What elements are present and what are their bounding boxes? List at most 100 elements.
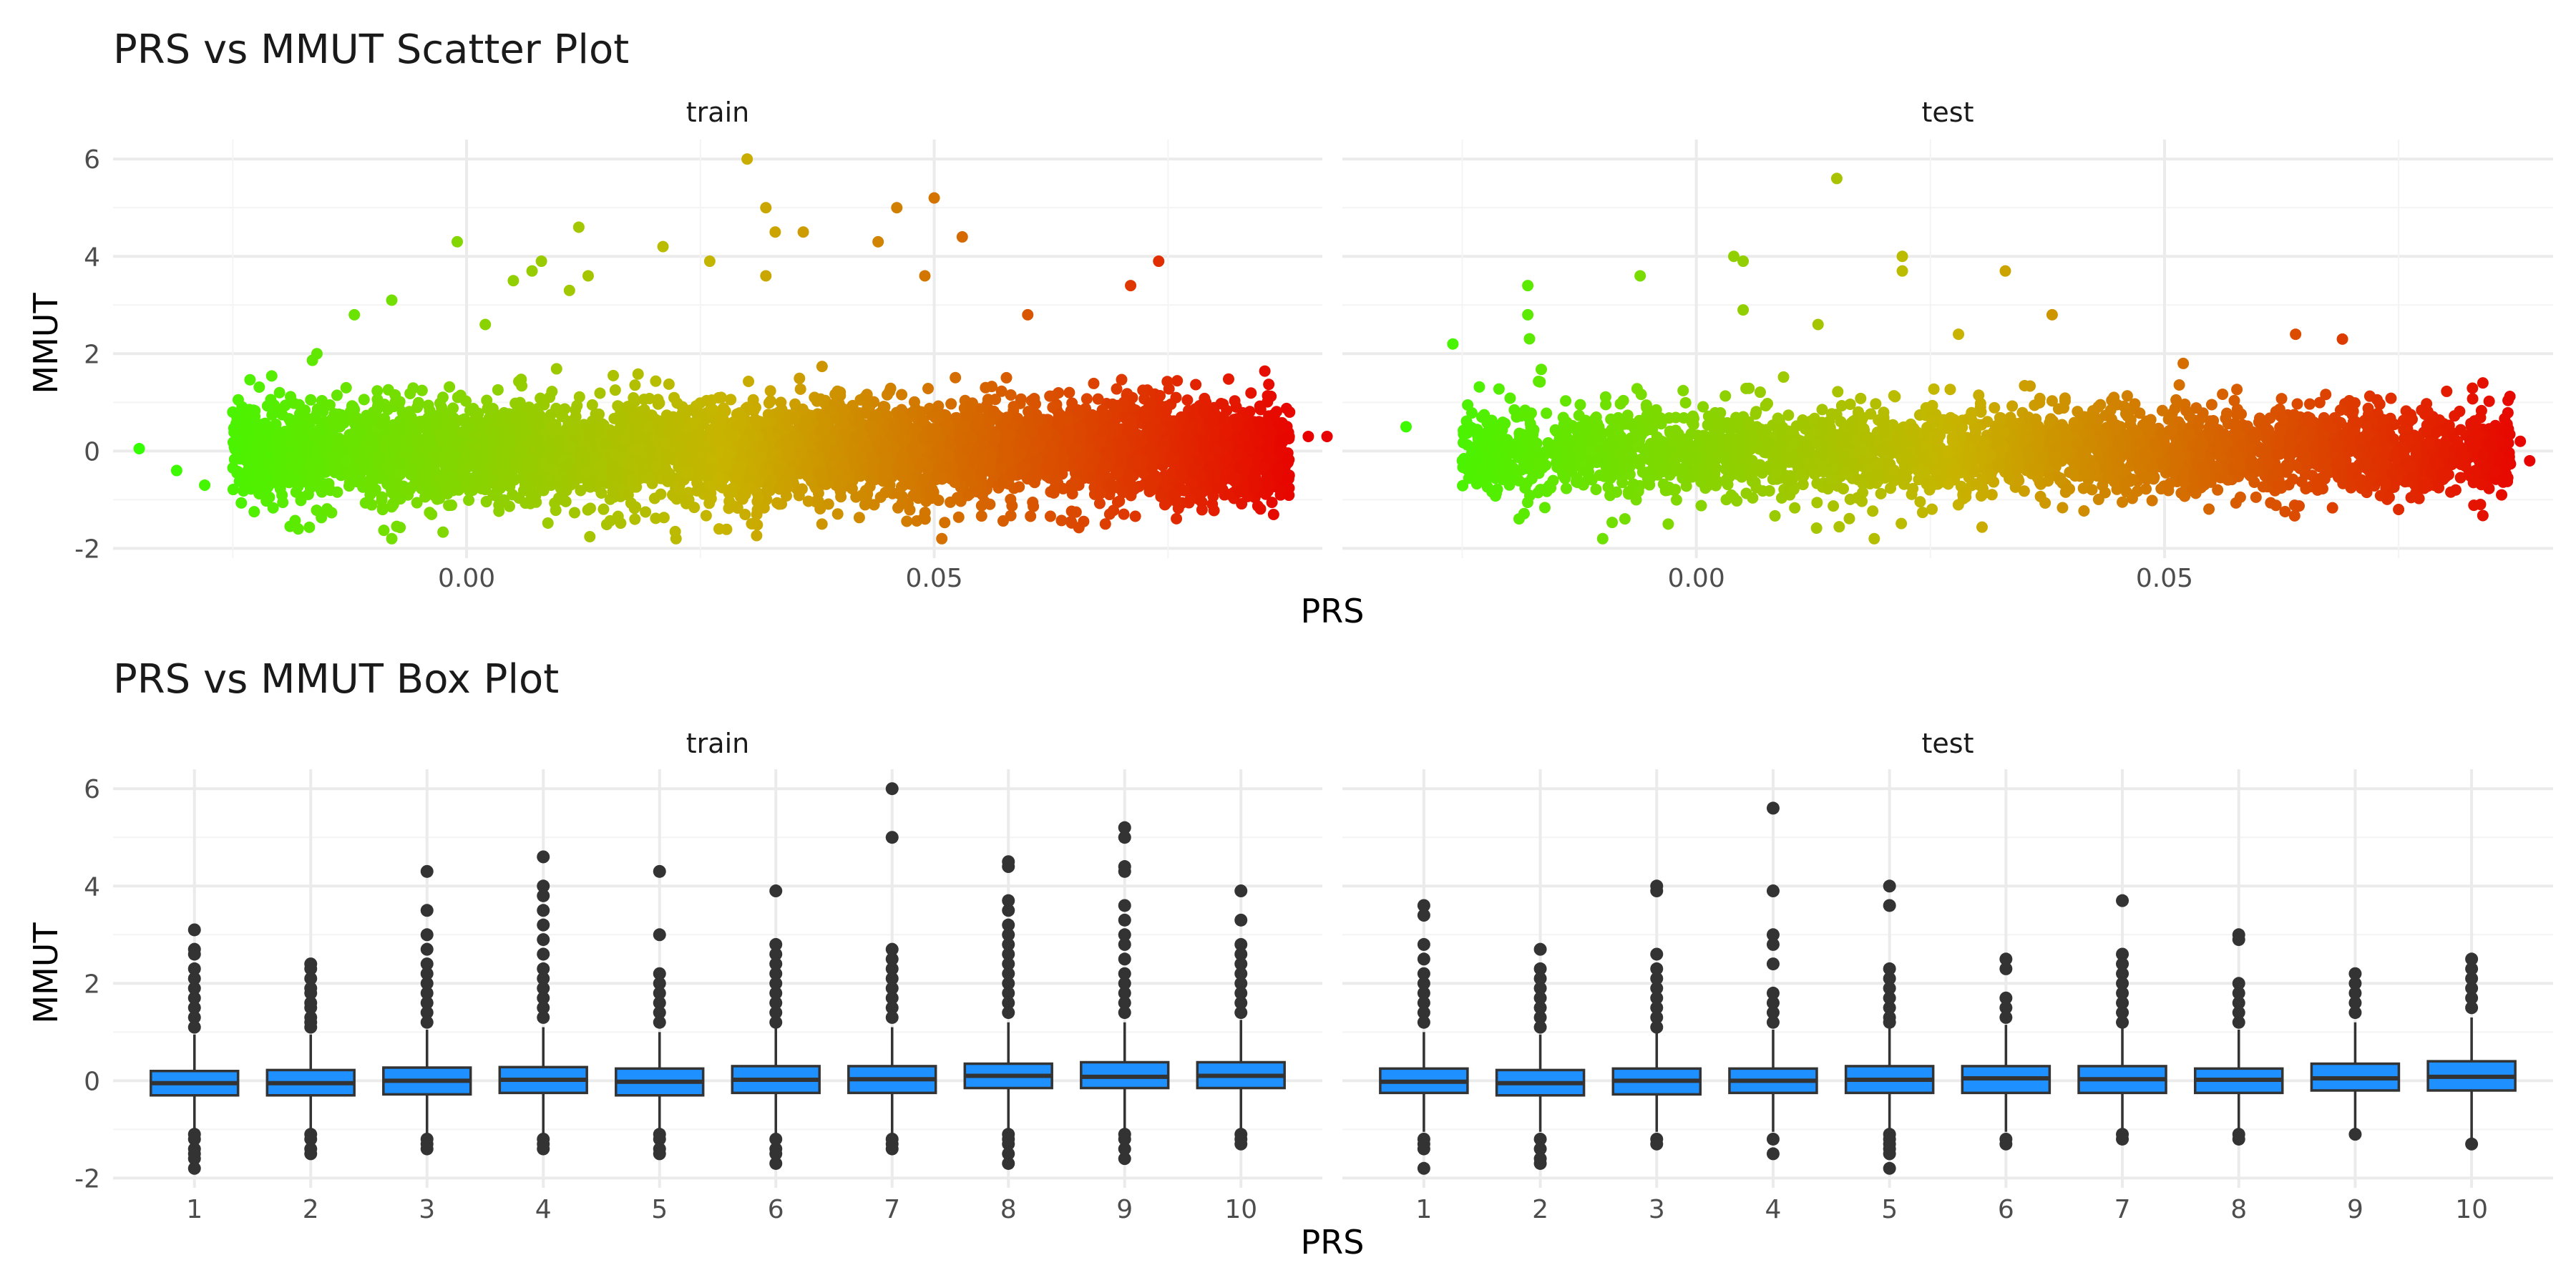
scatter-point bbox=[331, 389, 343, 401]
scatter-point bbox=[861, 389, 873, 401]
scatter-point bbox=[1103, 508, 1116, 520]
scatter-point bbox=[683, 494, 695, 506]
scatter-point bbox=[1065, 515, 1077, 527]
scatter-point bbox=[1137, 384, 1149, 396]
scatter-point bbox=[309, 413, 321, 425]
scatter-point bbox=[904, 478, 917, 490]
scatter-point bbox=[953, 434, 965, 446]
scatter-point bbox=[1254, 424, 1266, 436]
scatter-point bbox=[457, 463, 469, 475]
scatter-point bbox=[318, 439, 330, 452]
scatter-point bbox=[399, 444, 411, 456]
scatter-point bbox=[758, 468, 770, 480]
scatter-point bbox=[1058, 452, 1070, 464]
scatter-point bbox=[1092, 393, 1104, 405]
scatter-point bbox=[931, 444, 943, 457]
scatter-point bbox=[704, 479, 716, 491]
scatter-point bbox=[542, 517, 554, 529]
scatter-point bbox=[1070, 441, 1082, 454]
scatter-point bbox=[376, 504, 389, 516]
scatter-point bbox=[1217, 398, 1229, 410]
scatter-point bbox=[635, 443, 647, 455]
scatter-point bbox=[487, 489, 499, 501]
scatter-point bbox=[305, 394, 317, 406]
scatter-point bbox=[918, 473, 930, 485]
scatter-point bbox=[394, 468, 406, 480]
scatter-point bbox=[889, 420, 901, 432]
scatter-point bbox=[1006, 499, 1018, 512]
scatter-point bbox=[424, 404, 436, 416]
scatter-point bbox=[982, 416, 995, 428]
scatter-point bbox=[1001, 411, 1013, 424]
scatter-point bbox=[1116, 374, 1128, 386]
scatter-point bbox=[516, 380, 528, 392]
scatter-point bbox=[424, 507, 436, 519]
scatter-point bbox=[1150, 473, 1162, 485]
scatter-point bbox=[535, 392, 547, 404]
scatter-point bbox=[660, 448, 673, 460]
scatter-point bbox=[761, 484, 773, 497]
scatter-point bbox=[564, 417, 576, 429]
scatter-point bbox=[232, 394, 244, 406]
scatter-point bbox=[1078, 515, 1090, 527]
scatter-point bbox=[391, 520, 403, 532]
scatter-point bbox=[550, 363, 562, 375]
scatter-point bbox=[321, 503, 333, 515]
scatter-point bbox=[706, 404, 718, 416]
scatter-point bbox=[951, 492, 963, 504]
scatter-point bbox=[1129, 510, 1141, 522]
scatter-point bbox=[1245, 387, 1257, 399]
scatter-point bbox=[439, 432, 452, 444]
scatter-point bbox=[1283, 454, 1295, 466]
scatter-point bbox=[816, 472, 828, 484]
scatter-point bbox=[1205, 415, 1217, 427]
scatter-point bbox=[296, 491, 308, 503]
scatter-point bbox=[1117, 487, 1129, 499]
scatter-point bbox=[1098, 469, 1111, 481]
scatter-point bbox=[897, 462, 909, 474]
scatter-point bbox=[260, 472, 273, 484]
scatter-point bbox=[896, 389, 908, 401]
scatter-point bbox=[371, 404, 383, 416]
scatter-point bbox=[323, 399, 336, 411]
scatter-point bbox=[667, 411, 679, 423]
scatter-point bbox=[653, 415, 665, 427]
scatter-point bbox=[703, 497, 716, 509]
scatter-point bbox=[1093, 497, 1106, 509]
scatter-point bbox=[357, 481, 369, 493]
scatter-point bbox=[995, 463, 1007, 475]
scatter-point bbox=[881, 465, 893, 477]
scatter-point bbox=[285, 391, 297, 403]
scatter-point bbox=[261, 400, 273, 412]
scatter-point bbox=[908, 396, 920, 408]
scatter-point bbox=[1116, 447, 1128, 459]
scatter-point bbox=[1044, 390, 1056, 402]
scatter-point bbox=[358, 394, 370, 406]
scatter-point bbox=[1187, 466, 1199, 478]
scatter-point bbox=[811, 395, 823, 407]
scatter-point bbox=[877, 401, 889, 413]
scatter-point bbox=[691, 484, 703, 497]
scatter-point bbox=[235, 497, 248, 509]
scatter-point bbox=[492, 384, 504, 396]
scatter-point bbox=[1073, 431, 1085, 444]
scatter-point bbox=[544, 391, 556, 404]
scatter-point bbox=[1063, 386, 1075, 399]
scatter-point bbox=[262, 458, 274, 470]
scatter-point bbox=[794, 383, 806, 395]
scatter-point bbox=[472, 407, 484, 419]
scatter-point bbox=[612, 510, 624, 522]
scatter-point bbox=[249, 411, 261, 423]
scatter-point bbox=[917, 416, 929, 429]
scatter-point bbox=[950, 371, 962, 384]
scatter-strip-label-train: train bbox=[686, 97, 749, 128]
scatter-point bbox=[662, 475, 674, 487]
scatter-point bbox=[1019, 462, 1031, 474]
scatter-point bbox=[789, 412, 801, 424]
scatter-point bbox=[838, 460, 850, 472]
scatter-point bbox=[1218, 413, 1230, 425]
scatter-point bbox=[436, 391, 449, 404]
scatter-point bbox=[242, 467, 254, 479]
scatter-point bbox=[984, 464, 996, 476]
